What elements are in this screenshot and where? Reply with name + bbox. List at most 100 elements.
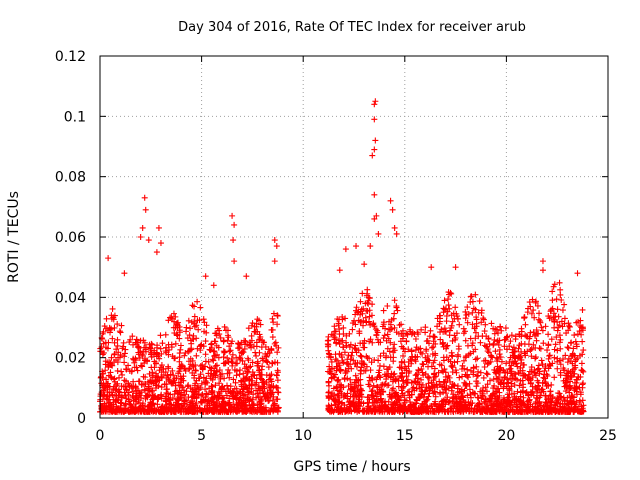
data-point: [213, 395, 220, 402]
data-point: [555, 313, 562, 320]
data-point: [502, 325, 509, 332]
data-point: [191, 313, 198, 320]
data-point: [518, 406, 525, 413]
data-point: [384, 302, 391, 309]
data-point: [553, 334, 560, 341]
data-point: [227, 347, 234, 354]
data-point: [457, 401, 464, 408]
data-point: [118, 394, 125, 401]
data-point: [356, 392, 363, 399]
data-point: [574, 385, 581, 392]
data-point: [112, 392, 119, 399]
y-tick-label: 0.06: [55, 230, 86, 246]
data-point: [191, 391, 198, 398]
data-point: [350, 385, 357, 392]
data-point: [471, 390, 478, 397]
data-point: [353, 243, 360, 250]
data-point: [482, 357, 489, 364]
data-point: [390, 358, 397, 365]
data-point: [464, 392, 471, 399]
data-point: [260, 357, 267, 364]
data-point: [246, 397, 253, 404]
y-tick-label: 0.02: [55, 351, 86, 367]
data-point: [485, 349, 492, 356]
data-point: [551, 374, 558, 381]
data-point: [403, 338, 410, 345]
data-point: [355, 382, 362, 389]
data-point: [546, 315, 553, 322]
data-point: [537, 402, 544, 409]
data-point: [334, 376, 341, 383]
data-point: [240, 381, 247, 388]
data-point: [251, 408, 258, 415]
data-point: [565, 345, 572, 352]
data-point: [167, 401, 174, 408]
data-point: [190, 402, 197, 409]
data-point: [529, 296, 536, 303]
data-point: [418, 326, 425, 333]
data-point: [182, 405, 189, 412]
data-point: [175, 379, 182, 386]
data-point: [420, 372, 427, 379]
data-point: [555, 396, 562, 403]
data-point: [371, 101, 378, 108]
data-point: [403, 397, 410, 404]
data-point: [419, 381, 426, 388]
data-point: [135, 378, 142, 385]
data-point: [532, 408, 539, 415]
data-point: [173, 375, 180, 382]
data-point: [148, 403, 155, 410]
data-point: [439, 403, 446, 410]
data-point: [380, 388, 387, 395]
data-point: [347, 400, 354, 407]
data-point: [496, 392, 503, 399]
data-point: [176, 395, 183, 402]
data-point: [391, 341, 398, 348]
data-point: [532, 399, 539, 406]
data-point: [357, 352, 364, 359]
data-point: [268, 378, 275, 385]
data-point: [577, 317, 584, 324]
data-point: [492, 388, 499, 395]
y-axis-label: ROTI / TECUs: [6, 191, 22, 283]
data-point: [207, 367, 214, 374]
data-point: [473, 363, 480, 370]
data-point: [355, 308, 362, 315]
data-point: [169, 395, 176, 402]
data-point: [445, 302, 452, 309]
data-point: [328, 358, 335, 365]
data-point: [133, 406, 140, 413]
data-point: [181, 391, 188, 398]
data-point: [144, 357, 151, 364]
data-point: [484, 371, 491, 378]
data-point: [254, 358, 261, 365]
data-point: [136, 392, 143, 399]
data-point: [221, 375, 228, 382]
data-point: [201, 319, 208, 326]
data-point: [193, 335, 200, 342]
data-point: [139, 363, 146, 370]
data-point: [160, 408, 167, 415]
data-point: [472, 356, 479, 363]
data-point: [536, 310, 543, 317]
data-point: [507, 354, 514, 361]
data-point: [420, 361, 427, 368]
data-point: [490, 340, 497, 347]
data-point: [362, 300, 369, 307]
data-point: [534, 302, 541, 309]
data-point: [193, 352, 200, 359]
data-point: [535, 365, 542, 372]
data-point: [557, 336, 564, 343]
data-point: [512, 371, 519, 378]
data-point: [340, 324, 347, 331]
data-point: [129, 333, 136, 340]
data-point: [121, 377, 128, 384]
data-point: [211, 353, 218, 360]
data-point: [174, 402, 181, 409]
data-point: [547, 388, 554, 395]
data-point: [372, 137, 379, 144]
data-point: [497, 364, 504, 371]
data-point: [243, 406, 250, 413]
data-point: [470, 305, 477, 312]
data-point: [478, 319, 485, 326]
